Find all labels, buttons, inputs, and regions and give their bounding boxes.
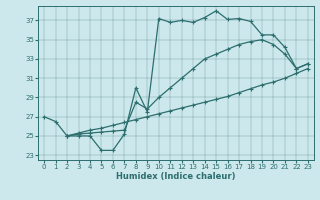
X-axis label: Humidex (Indice chaleur): Humidex (Indice chaleur) <box>116 172 236 181</box>
